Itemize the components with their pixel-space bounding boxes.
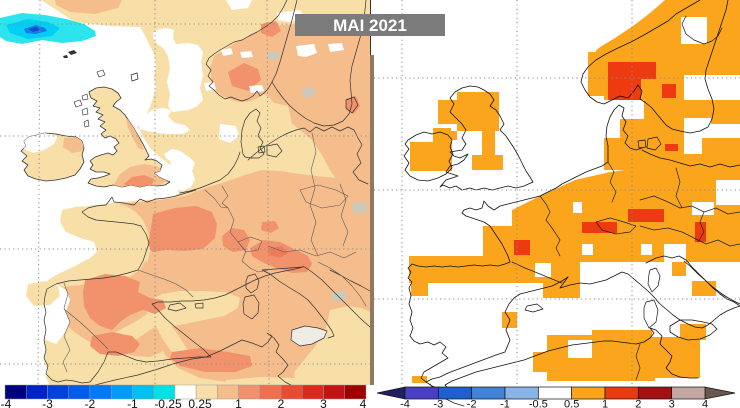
svg-text:-1: -1 (127, 397, 138, 408)
svg-text:-2: -2 (85, 397, 96, 408)
svg-text:2: 2 (635, 399, 641, 408)
svg-text:2: 2 (278, 397, 285, 408)
svg-text:-1: -1 (500, 399, 510, 408)
svg-text:4: 4 (360, 397, 367, 408)
svg-text:-4: -4 (1, 397, 12, 408)
svg-text:-3: -3 (433, 399, 443, 408)
svg-text:-2: -2 (467, 399, 477, 408)
svg-text:-3: -3 (42, 397, 53, 408)
svg-text:-0.25: -0.25 (154, 397, 182, 408)
svg-text:-0.5: -0.5 (529, 399, 548, 408)
svg-text:3: 3 (669, 399, 675, 408)
svg-text:0,25: 0,25 (188, 397, 212, 408)
svg-text:1: 1 (235, 397, 242, 408)
svg-text:3: 3 (320, 397, 327, 408)
svg-text:1: 1 (602, 399, 608, 408)
svg-text:0.5: 0.5 (564, 399, 579, 408)
svg-text:MAI 2021: MAI 2021 (333, 16, 407, 35)
svg-text:4: 4 (702, 399, 708, 408)
svg-text:-4: -4 (400, 399, 410, 408)
